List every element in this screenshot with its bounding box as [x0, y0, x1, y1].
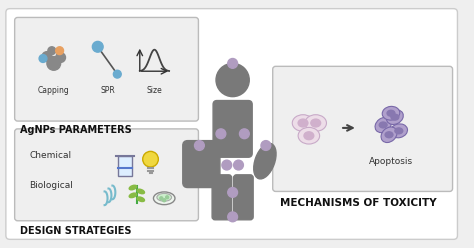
FancyBboxPatch shape: [212, 175, 232, 220]
Circle shape: [234, 160, 243, 170]
Ellipse shape: [129, 193, 137, 198]
Ellipse shape: [298, 127, 319, 144]
Text: Size: Size: [146, 86, 162, 95]
Ellipse shape: [292, 115, 314, 131]
Ellipse shape: [311, 119, 320, 127]
Ellipse shape: [305, 115, 327, 131]
FancyBboxPatch shape: [183, 141, 220, 187]
FancyBboxPatch shape: [213, 100, 252, 157]
Ellipse shape: [381, 127, 397, 143]
Circle shape: [160, 197, 163, 200]
Text: Chemical: Chemical: [29, 151, 72, 160]
Text: DESIGN STRATEGIES: DESIGN STRATEGIES: [19, 226, 131, 236]
Text: Apoptosis: Apoptosis: [369, 157, 413, 166]
Text: MECHANISMS OF TOXICITY: MECHANISMS OF TOXICITY: [280, 198, 436, 208]
Circle shape: [166, 196, 169, 199]
Circle shape: [92, 41, 103, 52]
Ellipse shape: [391, 114, 399, 120]
FancyBboxPatch shape: [273, 66, 453, 191]
Circle shape: [48, 47, 56, 55]
Ellipse shape: [129, 185, 137, 190]
FancyBboxPatch shape: [15, 129, 199, 221]
Circle shape: [228, 59, 237, 68]
Circle shape: [222, 160, 232, 170]
Text: Capping: Capping: [38, 86, 70, 95]
Circle shape: [216, 63, 249, 97]
Circle shape: [194, 141, 204, 150]
Ellipse shape: [395, 128, 403, 134]
FancyBboxPatch shape: [234, 175, 253, 220]
Circle shape: [228, 187, 237, 197]
Ellipse shape: [137, 189, 145, 194]
Circle shape: [113, 70, 121, 78]
Ellipse shape: [385, 132, 393, 138]
Circle shape: [228, 212, 237, 222]
Ellipse shape: [254, 143, 276, 179]
FancyBboxPatch shape: [15, 17, 199, 121]
Circle shape: [163, 199, 166, 202]
Circle shape: [143, 151, 158, 167]
Ellipse shape: [189, 143, 211, 179]
Ellipse shape: [382, 106, 400, 120]
Circle shape: [56, 47, 64, 55]
Circle shape: [216, 129, 226, 139]
Circle shape: [261, 141, 271, 150]
FancyBboxPatch shape: [6, 9, 457, 239]
Ellipse shape: [304, 132, 314, 140]
Ellipse shape: [379, 122, 387, 128]
Ellipse shape: [137, 197, 145, 202]
Text: SPR: SPR: [100, 86, 115, 95]
Text: Biological: Biological: [29, 181, 73, 190]
Text: AgNPs PARAMETERS: AgNPs PARAMETERS: [19, 125, 131, 135]
Ellipse shape: [157, 193, 172, 201]
Circle shape: [239, 129, 249, 139]
Ellipse shape: [386, 110, 403, 124]
Circle shape: [42, 52, 52, 62]
Ellipse shape: [375, 117, 391, 133]
Ellipse shape: [387, 110, 395, 116]
Circle shape: [39, 55, 47, 62]
Ellipse shape: [390, 124, 408, 138]
Ellipse shape: [298, 119, 308, 127]
Circle shape: [47, 57, 61, 70]
Ellipse shape: [154, 192, 175, 205]
FancyBboxPatch shape: [118, 156, 132, 176]
Circle shape: [56, 53, 65, 62]
